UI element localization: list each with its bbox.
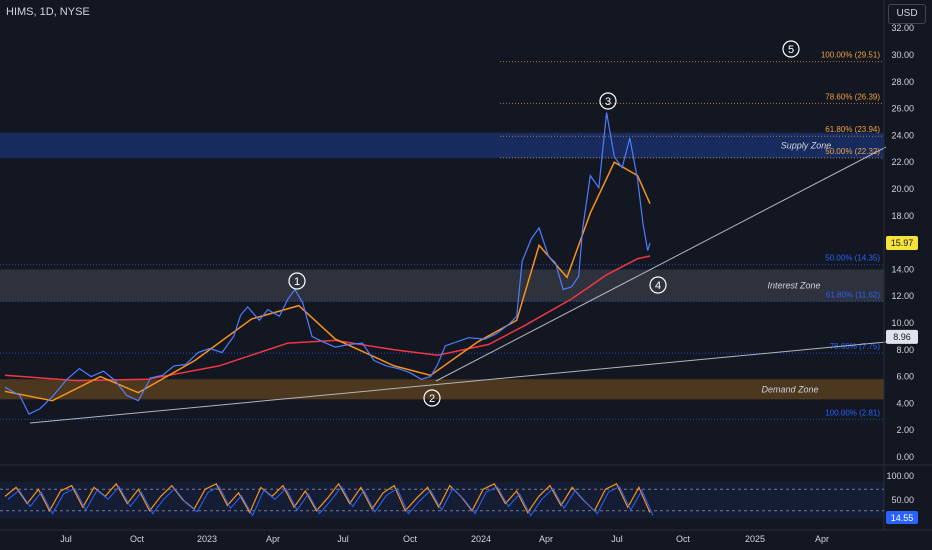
wave-circle-3: [599, 92, 617, 110]
time-tick-label: Oct: [676, 534, 691, 544]
trendline-lower: [29, 341, 887, 424]
wave-label-5: 5: [788, 44, 794, 56]
price-tick-label: 14.00: [891, 264, 914, 274]
fib-label: 61.80% (11.62): [826, 290, 880, 299]
time-tick-label: Apr: [266, 534, 280, 544]
price-axis: 32.00 30.00 28.00 26.00 24.00 22.00 20.00 18.00…: [883, 0, 918, 530]
time-tick-label: Oct: [403, 534, 418, 544]
zone-rect: [0, 379, 884, 400]
trendline-upper: [435, 146, 887, 382]
price-tick-label: 4.00: [896, 398, 914, 408]
price-tick-label: 20.00: [891, 184, 914, 194]
wave-circle-4: [649, 276, 667, 294]
zone-label: Interest Zone: [767, 280, 820, 290]
price-tick-label: 12.00: [891, 291, 914, 301]
wave-label-2: 2: [429, 393, 435, 405]
stoch-value-label: 14.55: [891, 513, 914, 523]
stoch-tick-label: 100.00: [886, 471, 914, 481]
time-axis: Jul Oct 2023 Apr Jul Oct 2024 Apr Jul Oct 2025 Apr: [0, 529, 932, 544]
time-tick-label: Jul: [337, 534, 349, 544]
time-tick-label: Apr: [815, 534, 829, 544]
wave-circle-2: [423, 389, 441, 407]
wave-labels-layer: 1 2 3 4 5: [288, 40, 800, 407]
fib-label: 50.00% (14.35): [825, 254, 880, 263]
marked-price-badge: [886, 329, 918, 344]
wave-circle-1: [288, 272, 306, 290]
price-tick-label: 6.00: [896, 372, 914, 382]
currency-button[interactable]: USD: [888, 4, 926, 24]
stochastic-panel: 100.00 50.00 14.55: [0, 464, 932, 524]
time-tick-label: 2023: [197, 534, 217, 544]
last-price-label: 15.97: [891, 238, 914, 248]
time-tick-label: Jul: [611, 534, 623, 544]
last-price-badge: [886, 236, 918, 251]
wave-circle-5: [782, 40, 800, 58]
price-line: [4, 112, 651, 415]
fib-label: 100.00% (29.51): [821, 51, 880, 60]
ma-orange-line: [4, 161, 651, 402]
price-tick-label: 10.00: [891, 318, 914, 328]
price-tick-label: 28.00: [891, 77, 914, 87]
zones-layer: Supply Zone Interest Zone Demand Zone: [0, 132, 884, 400]
marked-price-label: 8.96: [893, 332, 911, 342]
price-tick-label: 22.00: [891, 157, 914, 167]
wave-label-3: 3: [605, 96, 611, 108]
price-tick-label: 30.00: [891, 50, 914, 60]
price-tick-label: 26.00: [891, 104, 914, 114]
zone-rect: [0, 132, 884, 159]
ma-red-line: [4, 255, 651, 382]
fib-levels-layer: 100.00% (29.51) 78.60% (26.39) 61.80% (23.…: [0, 51, 884, 420]
price-tick-label: 24.00: [891, 130, 914, 140]
fib-label: 61.80% (23.94): [825, 125, 880, 134]
price-tick-label: 0.00: [896, 452, 914, 462]
wave-label-1: 1: [294, 276, 300, 288]
fib-label: 50.00% (22.32): [825, 147, 880, 156]
stoch-k-line: [4, 482, 651, 514]
fib-label: 78.60% (7.75): [830, 342, 881, 351]
stoch-d-line: [7, 485, 654, 517]
stoch-tick-label: 50.00: [891, 495, 914, 505]
price-tick-label: 8.00: [896, 345, 914, 355]
zone-rect: [0, 269, 884, 302]
zone-label: Demand Zone: [761, 384, 818, 394]
price-tick-label: 2.00: [896, 425, 914, 435]
time-tick-label: Oct: [130, 534, 145, 544]
time-tick-label: Apr: [539, 534, 553, 544]
wave-label-4: 4: [655, 280, 661, 292]
time-tick-label: Jul: [60, 534, 72, 544]
time-tick-label: 2024: [471, 534, 491, 544]
trendlines-layer: [29, 146, 887, 424]
chart-title: HIMS, 1D, NYSE: [6, 6, 90, 18]
fib-label: 100.00% (2.81): [825, 408, 880, 417]
fib-label: 78.60% (26.39): [825, 92, 880, 101]
time-tick-label: 2025: [745, 534, 765, 544]
stoch-value-badge: [886, 511, 918, 524]
zone-label: Supply Zone: [781, 140, 832, 150]
price-tick-label: 32.00: [891, 23, 914, 33]
price-tick-label: 18.00: [891, 211, 914, 221]
series-layer: [4, 112, 651, 415]
